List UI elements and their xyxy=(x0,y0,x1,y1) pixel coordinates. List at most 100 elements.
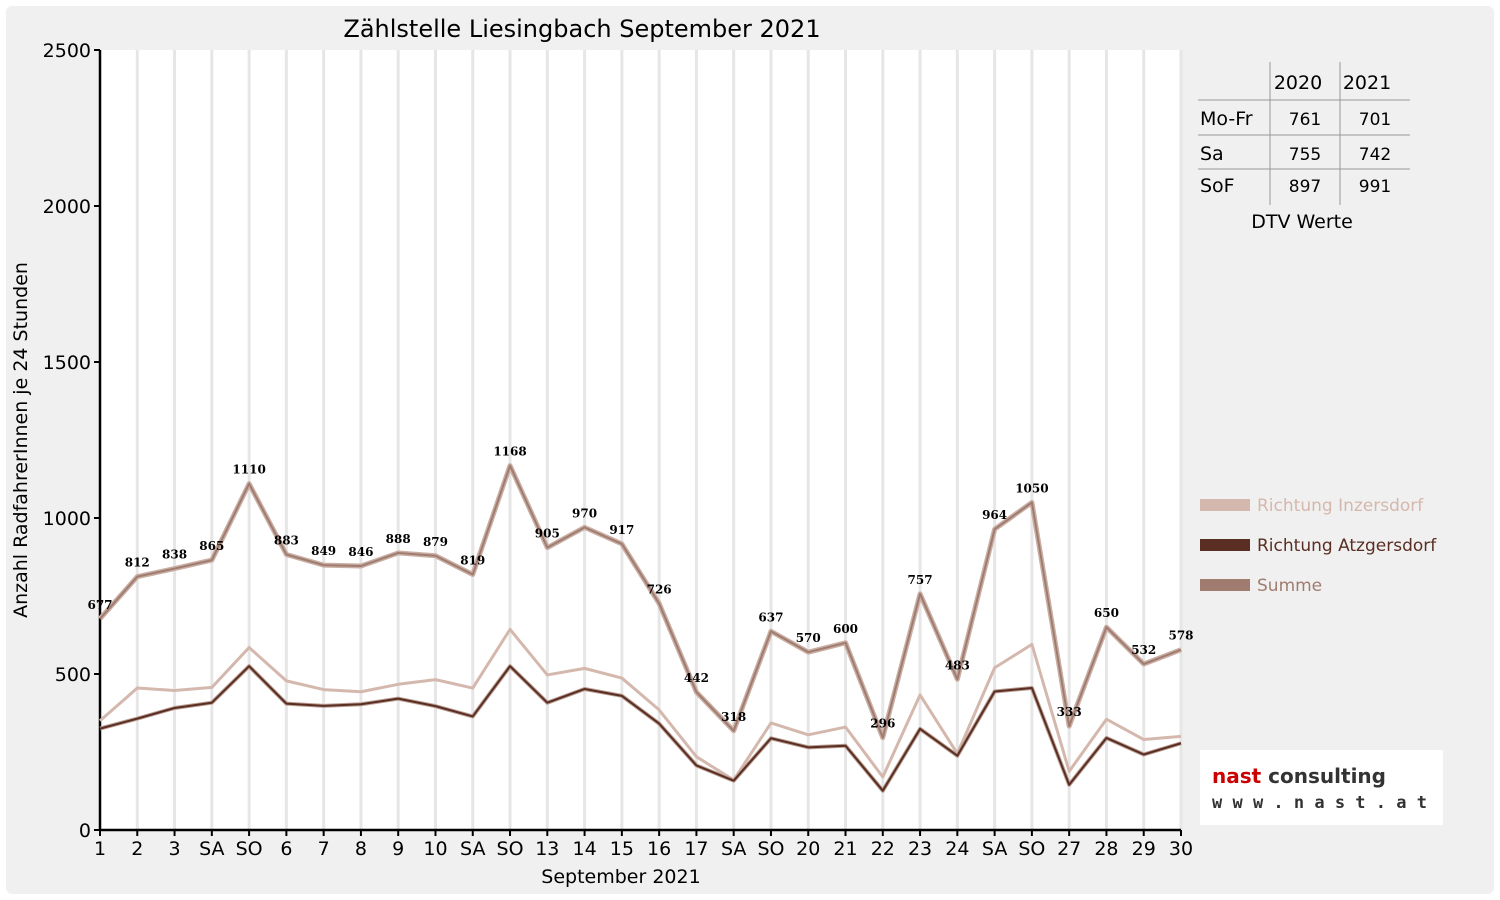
data-label: 600 xyxy=(833,622,858,636)
data-label: 883 xyxy=(274,534,299,548)
x-tick-label: SO xyxy=(757,838,784,860)
data-label: 812 xyxy=(125,556,150,570)
y-tick-label: 500 xyxy=(55,664,91,686)
dtv-table: 2020 2021 Mo-Fr 761 701 Sa 755 742 SoF 8… xyxy=(1198,62,1410,233)
legend-label: Summe xyxy=(1257,576,1322,596)
x-tick-label: 7 xyxy=(318,838,330,860)
data-label: 726 xyxy=(647,582,672,596)
dtv-cell: 755 xyxy=(1289,145,1321,165)
data-label: 1110 xyxy=(232,463,265,477)
dtv-cell: 761 xyxy=(1289,110,1321,130)
dtv-row-label: SoF xyxy=(1200,175,1235,197)
data-label: 532 xyxy=(1131,643,1156,657)
data-label: 333 xyxy=(1057,705,1082,719)
data-label: 296 xyxy=(870,717,895,731)
legend-label: Richtung Atzgersdorf xyxy=(1257,536,1437,556)
data-label: 970 xyxy=(572,506,597,520)
x-tick-label: SA xyxy=(460,838,485,860)
x-tick-label: 8 xyxy=(355,838,367,860)
series-line-richtung-atzgersdorf xyxy=(99,665,1182,792)
x-tick-label: 24 xyxy=(945,838,969,860)
x-tick-label: 21 xyxy=(833,838,857,860)
data-label: 442 xyxy=(684,671,709,685)
y-tick-label: 0 xyxy=(79,820,91,842)
data-label: 888 xyxy=(386,532,411,546)
data-label: 677 xyxy=(87,598,112,612)
legend: Richtung Inzersdorf Richtung Atzgersdorf S… xyxy=(1200,496,1437,596)
legend-swatch xyxy=(1200,579,1250,591)
legend-swatch xyxy=(1200,539,1250,551)
logo-nast: nast xyxy=(1212,764,1262,788)
data-label: 964 xyxy=(982,508,1007,522)
x-tick-label: SA xyxy=(721,838,746,860)
data-label: 570 xyxy=(796,631,821,645)
dtv-cell: 991 xyxy=(1359,177,1391,197)
dtv-row-label: Mo-Fr xyxy=(1200,108,1253,130)
x-tick-label: 9 xyxy=(392,838,404,860)
x-tick-label: SO xyxy=(236,838,263,860)
x-tick-label: 30 xyxy=(1169,838,1193,860)
data-label: 483 xyxy=(945,658,970,672)
x-tick-label: 3 xyxy=(169,838,181,860)
y-tick-label: 1000 xyxy=(43,508,91,530)
series-line-richtung-inzersdorf xyxy=(99,627,1182,782)
logo-background xyxy=(1200,750,1443,825)
dtv-header-2021: 2021 xyxy=(1343,72,1391,94)
data-label: 879 xyxy=(423,535,448,549)
x-tick-label: 28 xyxy=(1094,838,1118,860)
data-label: 838 xyxy=(162,548,187,562)
data-label: 1050 xyxy=(1015,481,1048,495)
series-line-summe xyxy=(99,464,1182,739)
data-label: 846 xyxy=(348,545,373,559)
data-label: 905 xyxy=(535,527,560,541)
dtv-header-2020: 2020 xyxy=(1274,72,1322,94)
data-label: 637 xyxy=(758,610,783,624)
x-tick-label: 23 xyxy=(908,838,932,860)
data-label: 318 xyxy=(721,710,746,724)
x-tick-label: 2 xyxy=(131,838,143,860)
dtv-row-label: Sa xyxy=(1200,143,1224,165)
logo-consulting: consulting xyxy=(1268,764,1386,788)
x-tick-label: 17 xyxy=(684,838,708,860)
x-tick-label: 29 xyxy=(1132,838,1156,860)
data-label: 650 xyxy=(1094,606,1119,620)
x-tick-label: 6 xyxy=(280,838,292,860)
dtv-cell: 897 xyxy=(1289,177,1321,197)
grid-lines xyxy=(135,50,1183,830)
nast-consulting-logo: nast consulting w w w . n a s t . a t xyxy=(1200,750,1443,825)
legend-swatch xyxy=(1200,499,1250,511)
y-tick-label: 1500 xyxy=(43,352,91,374)
chart-title: Zählstelle Liesingbach September 2021 xyxy=(343,15,820,43)
y-tick-label: 2500 xyxy=(43,40,91,62)
x-tick-label: 1 xyxy=(94,838,106,860)
x-tick-label: 22 xyxy=(871,838,895,860)
plot-area xyxy=(100,50,1181,830)
y-tick-label: 2000 xyxy=(43,196,91,218)
dtv-cell: 742 xyxy=(1359,145,1391,165)
logo-url: w w w . n a s t . a t xyxy=(1212,793,1427,813)
data-label: 757 xyxy=(908,573,933,587)
y-axis-label: Anzahl RadfahrerInnen je 24 Stunden xyxy=(10,262,32,618)
x-tick-label: 15 xyxy=(610,838,634,860)
x-tick-label: 14 xyxy=(572,838,596,860)
x-tick-label: 16 xyxy=(647,838,671,860)
data-label: 849 xyxy=(311,544,336,558)
data-label: 819 xyxy=(460,553,485,567)
legend-label: Richtung Inzersdorf xyxy=(1257,496,1424,516)
x-tick-label: 20 xyxy=(796,838,820,860)
x-tick-label: SO xyxy=(1018,838,1045,860)
x-tick-label: 27 xyxy=(1057,838,1081,860)
data-label: 865 xyxy=(199,539,224,553)
data-labels: 677 812 838 865 1110 883 849 846 888 879 819 1168 90… xyxy=(87,445,1193,731)
data-label: 1168 xyxy=(493,445,526,459)
dtv-cell: 701 xyxy=(1359,110,1391,130)
logo-text: nast consulting xyxy=(1212,764,1386,788)
x-tick-label: 10 xyxy=(423,838,447,860)
series-lines xyxy=(98,463,1182,793)
x-axis-label: September 2021 xyxy=(541,866,700,888)
x-tick-label: 13 xyxy=(535,838,559,860)
x-tick-label: SA xyxy=(982,838,1007,860)
data-label: 917 xyxy=(609,523,634,537)
